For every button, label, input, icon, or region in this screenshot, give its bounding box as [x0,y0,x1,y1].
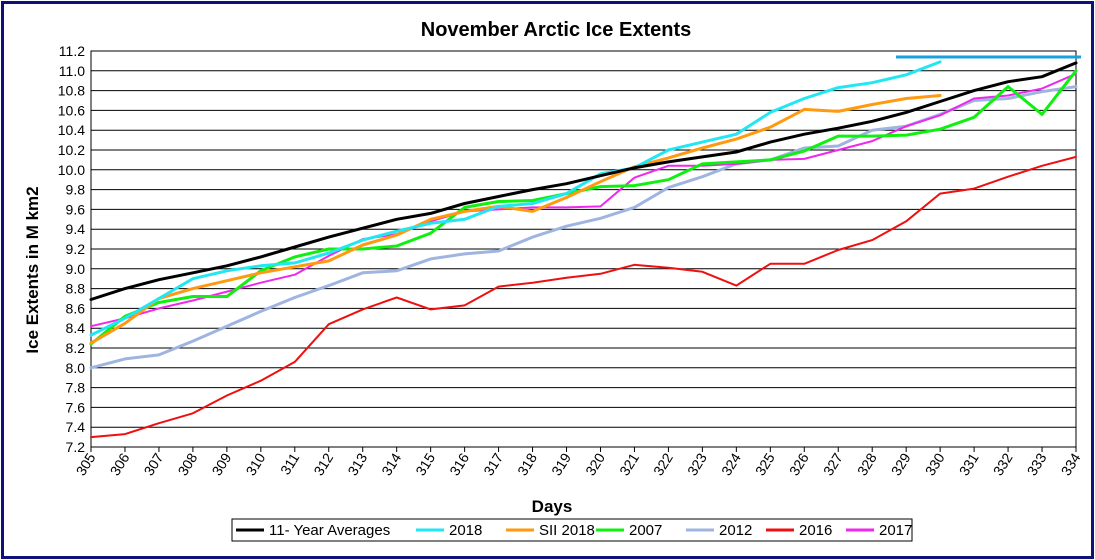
y-tick-label: 8.4 [66,320,86,336]
y-tick-label: 7.2 [66,439,86,455]
plot-area-border [90,50,1077,448]
x-tick-label: 331 [956,450,982,478]
x-tick-label: 311 [277,450,303,478]
y-tick-label: 9.8 [66,182,86,198]
x-tick-label: 333 [1024,450,1050,478]
y-tick-label: 10.4 [58,122,85,138]
y-tick-label: 10.2 [58,142,85,158]
x-tick-label: 308 [174,450,200,478]
x-tick-label: 312 [310,450,336,478]
x-tick-label: 321 [616,450,642,478]
y-tick-label: 9.4 [66,221,86,237]
x-tick-label: 318 [514,450,540,478]
x-tick-label: 330 [922,450,948,478]
x-tick-label: 320 [582,450,608,478]
y-tick-label: 8.0 [66,360,86,376]
legend-label: 2012 [719,522,752,539]
y-tick-label: 8.2 [66,340,86,356]
y-tick-label: 8.8 [66,281,86,297]
legend: 11- Year Averages 2018 SII 2018 2007 2012 201… [236,522,912,539]
y-axis-title: Ice Extents in M km2 [23,186,42,353]
x-axis-title: Days [532,497,573,516]
y-tick-label: 9.0 [66,261,86,277]
series-line-2018 [89,60,942,337]
y-tick-label: 11.2 [59,43,85,59]
y-tick-label: 9.2 [66,241,86,257]
y-tick-label: 7.4 [66,419,86,435]
x-tick-label: 323 [684,450,710,478]
legend-label: 11- Year Averages [269,522,390,539]
series-lines [89,60,1078,439]
x-tick-label: 327 [820,450,846,478]
x-tick-label: 313 [344,450,370,478]
y-tick-label: 8.6 [66,300,86,316]
y-tick-label: 7.6 [66,399,86,415]
x-tick-label: 328 [854,450,880,478]
x-tick-label: 306 [107,450,133,478]
y-tick-label: 10.6 [58,102,85,118]
x-tick-label: 314 [378,450,404,478]
series-line-2012 [89,85,1078,370]
legend-label: SII 2018 [539,522,595,539]
legend-label: 2016 [799,522,832,539]
legend-label: 2007 [629,522,662,539]
x-axis-tick-labels: 305 306 307 308 309 310 311 312 313 314 315 316 317 3… [73,450,1084,478]
x-tick-label: 316 [446,450,472,478]
x-tick-label: 326 [786,450,812,478]
series-line-2016 [90,155,1077,439]
x-tick-label: 315 [412,450,438,478]
x-tick-label: 307 [141,450,167,478]
y-tick-label: 9.6 [66,201,86,217]
x-tick-label: 324 [718,450,744,478]
series-line-sii-2018 [89,94,942,345]
y-tick-label: 7.8 [66,380,86,396]
x-tick-label: 325 [752,450,778,478]
x-tick-label: 310 [242,450,268,478]
legend-label: 2018 [449,522,482,539]
x-tick-label: 317 [480,450,506,478]
x-tick-label: 329 [888,450,914,478]
x-tick-label: 332 [990,450,1016,478]
y-tick-label: 11.0 [59,63,85,79]
chart-title: November Arctic Ice Extents [421,19,691,41]
y-tick-label: 10.8 [58,83,85,99]
legend-label: 2017 [879,522,912,539]
legend-box [231,518,913,542]
x-tick-label: 322 [650,450,676,478]
x-tick-label: 319 [548,450,574,478]
series-line-2017 [90,72,1077,328]
y-axis-tick-labels: 7.2 7.4 7.6 7.8 8.0 8.2 8.4 8.6 8.8 9.0 9.2 9.4 9.6 9… [58,43,85,455]
x-tick-label: 309 [208,450,234,478]
x-tick-label: 334 [1058,450,1084,478]
y-tick-label: 10.0 [58,162,85,178]
gridlines [90,50,1077,452]
series-line-11-year-averages [89,61,1078,301]
